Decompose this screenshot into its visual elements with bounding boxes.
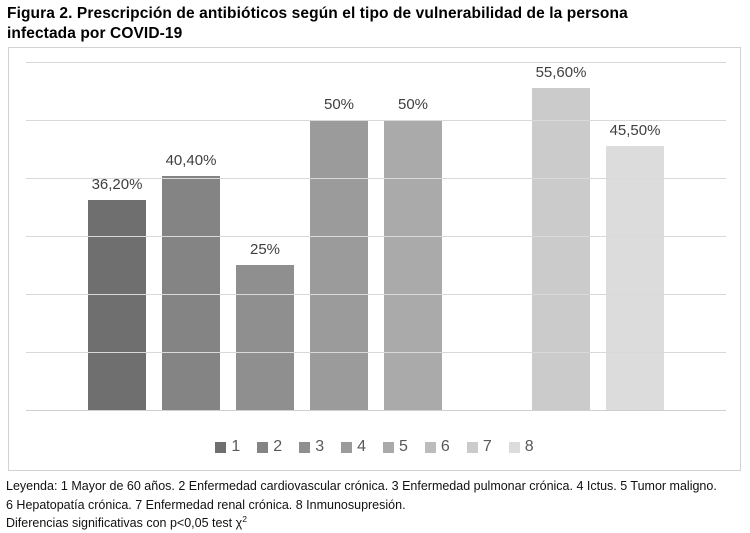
bar-slot-5: 50% xyxy=(384,62,442,410)
bar-slot-2: 40,40% xyxy=(162,62,220,410)
legend-label-1: 1 xyxy=(231,438,241,455)
bar-slot-8: 45,50% xyxy=(606,62,664,410)
legend-label-3: 3 xyxy=(315,438,325,455)
footnote-line-2: 6 Hepatopatía crónica. 7 Enfermedad rena… xyxy=(6,497,406,512)
legend-swatch-6 xyxy=(424,441,436,453)
bar-label-7: 55,60% xyxy=(535,63,587,81)
bar-series-1 xyxy=(88,200,146,410)
figure-title-line1: Figura 2. Prescripción de antibióticos s… xyxy=(7,5,628,22)
bar-series-4 xyxy=(310,120,368,410)
gridline-20 xyxy=(26,294,726,296)
bar-slot-3: 25% xyxy=(236,62,294,410)
legend-entry-6: 6 xyxy=(424,438,450,456)
legend-label-5: 5 xyxy=(399,438,408,455)
legend-swatch-8 xyxy=(508,441,520,453)
bar-label-5: 50% xyxy=(397,96,429,113)
figure-title-line2: infectada por COVID-19 xyxy=(7,25,183,42)
bar-series-5 xyxy=(384,120,442,410)
footnote-chi-squared-sup: 2 xyxy=(242,513,247,524)
legend-label-7: 7 xyxy=(482,438,492,455)
legend-swatch-7 xyxy=(466,441,478,453)
gridline-60 xyxy=(26,62,726,63)
footnote-line-3: Diferencias significativas con p<0,05 te… xyxy=(6,514,750,533)
chart-frame: 36,20% 40,40% 25% 50% 50% 55,60% 45,50% 1 2 3 4 5 6… xyxy=(8,47,741,471)
bar-label-2: 40,40% xyxy=(165,151,217,169)
legend-swatch-3 xyxy=(299,441,311,453)
bar-series-3 xyxy=(236,265,294,410)
legend-entry-1: 1 xyxy=(215,438,240,456)
legend-entry-3: 3 xyxy=(299,438,324,456)
bars-row: 36,20% 40,40% 25% 50% 50% 55,60% 45,50% xyxy=(26,62,726,410)
bar-label-4: 50% xyxy=(323,96,355,113)
legend-label-2: 2 xyxy=(273,438,283,455)
footnotes: Leyenda: 1 Mayor de 60 años. 2 Enfermeda… xyxy=(6,477,750,533)
bar-slot-4: 50% xyxy=(310,62,368,410)
bar-series-2 xyxy=(162,175,220,410)
legend-swatch-1 xyxy=(215,441,227,453)
bar-slot-1: 36,20% xyxy=(88,62,146,410)
gridline-10 xyxy=(26,352,726,354)
figure-title: Figura 2. Prescripción de antibióticos s… xyxy=(7,4,707,44)
legend-label-4: 4 xyxy=(357,438,366,455)
gridline-40 xyxy=(26,178,726,180)
legend-entry-4: 4 xyxy=(341,438,366,456)
bar-series-8 xyxy=(606,146,664,410)
bar-series-7 xyxy=(532,87,590,410)
gridline-30 xyxy=(26,236,726,237)
bar-label-3: 25% xyxy=(249,241,281,258)
legend-swatch-4 xyxy=(341,441,353,453)
legend-swatch-5 xyxy=(383,441,394,453)
bar-label-1: 36,20% xyxy=(91,176,143,194)
legend-label-8: 8 xyxy=(524,438,534,455)
chart-legend: 1 2 3 4 5 6 7 8 xyxy=(9,437,740,457)
legend-entry-8: 8 xyxy=(508,438,534,456)
footnote-line-1: Leyenda: 1 Mayor de 60 años. 2 Enfermeda… xyxy=(6,479,717,493)
legend-entry-7: 7 xyxy=(466,438,492,456)
legend-entry-5: 5 xyxy=(383,438,408,456)
footnote-line-3-text: Diferencias significativas con p<0,05 te… xyxy=(6,516,243,530)
gridline-50 xyxy=(26,120,726,121)
plot-area: 36,20% 40,40% 25% 50% 50% 55,60% 45,50% xyxy=(26,62,726,411)
bar-slot-7: 55,60% xyxy=(532,62,590,410)
legend-entry-2: 2 xyxy=(257,438,282,456)
legend-label-6: 6 xyxy=(440,438,450,455)
legend-swatch-2 xyxy=(257,441,269,453)
bar-label-8: 45,50% xyxy=(609,122,661,140)
